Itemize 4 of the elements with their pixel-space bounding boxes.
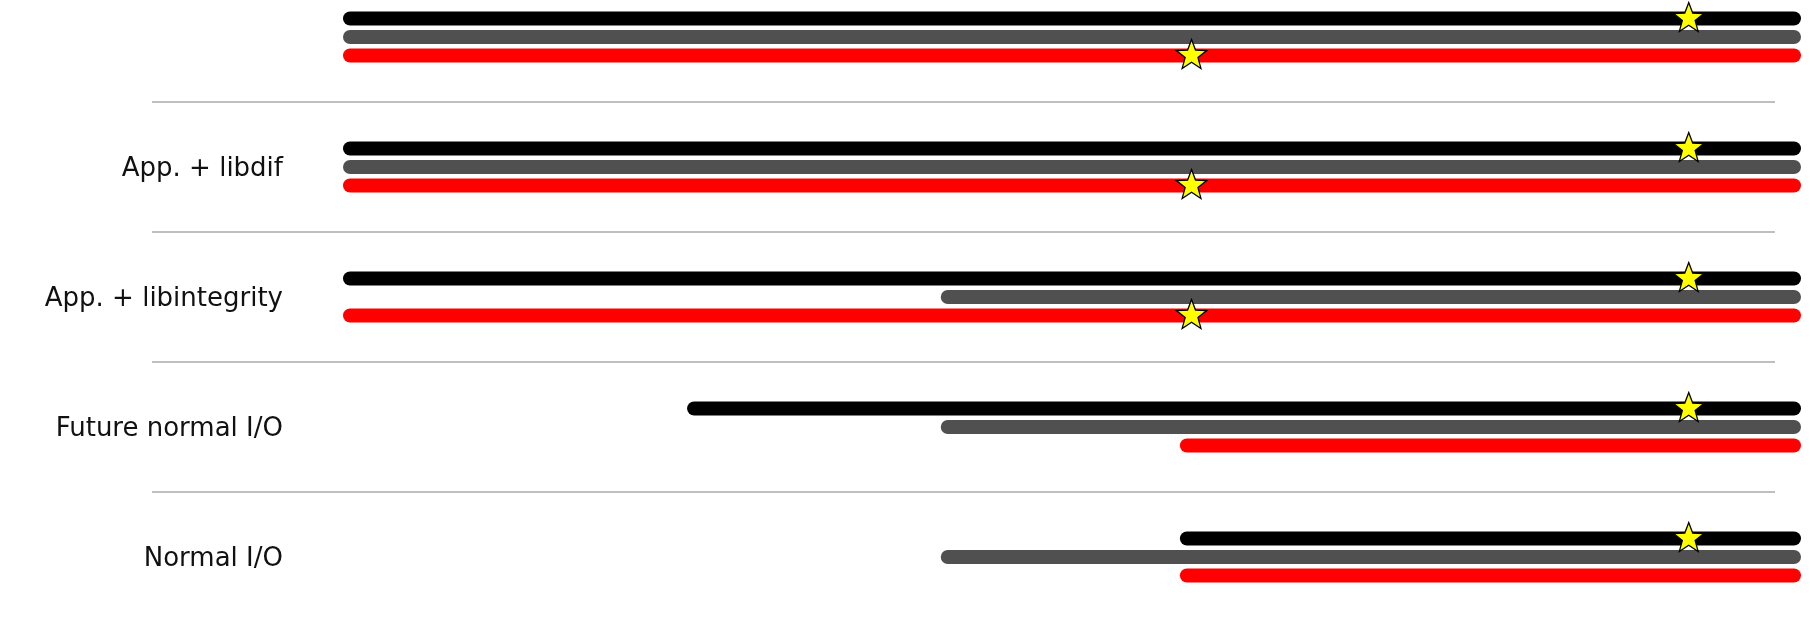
y-tick-label: App. + libdif	[121, 152, 284, 182]
y-tick-label: App. + libintegrity	[44, 282, 283, 312]
y-tick-label: Normal I/O	[143, 542, 283, 572]
y-tick-label: Future normal I/O	[55, 412, 283, 442]
